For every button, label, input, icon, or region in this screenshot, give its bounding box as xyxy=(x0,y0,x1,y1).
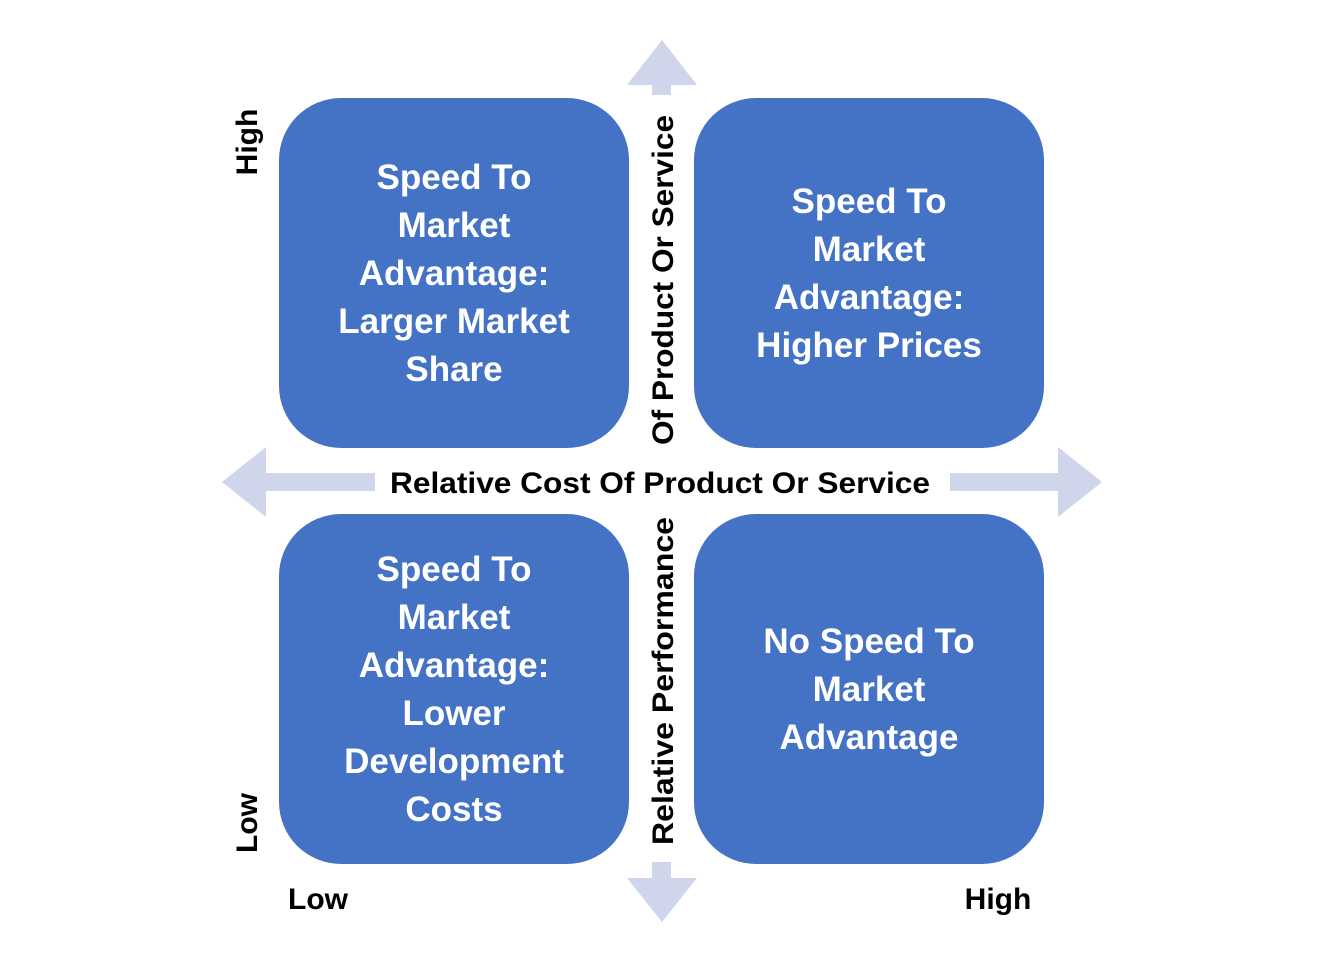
y-axis-low: Low xyxy=(231,792,264,853)
quadrant-text-line: Speed To xyxy=(377,158,532,197)
x-axis-label: Relative Cost Of Product Or Service xyxy=(390,467,930,500)
quadrant-top-right xyxy=(694,98,1044,448)
quadrant-text-line: Costs xyxy=(405,790,502,829)
quadrant-text-line: Advantage xyxy=(780,718,959,757)
quadrant-text-line: Development xyxy=(344,742,564,781)
quadrant-top-left xyxy=(279,98,629,448)
quadrant-text-line: Market xyxy=(813,670,926,709)
quadrant-bottom-right-text: No Speed To Market Advantage xyxy=(763,622,974,757)
quadrant-text-line: Advantage: xyxy=(359,646,550,685)
quadrant-bottom-left xyxy=(279,514,629,864)
quadrant-text-line: Market xyxy=(398,206,511,245)
arrow-down xyxy=(627,862,697,922)
quadrant-text-line: Market xyxy=(813,230,926,269)
quadrant-text-line: Speed To xyxy=(792,182,947,221)
y-axis-high: High xyxy=(231,109,264,176)
x-axis-high: High xyxy=(965,883,1032,916)
quadrant-text-line: Speed To xyxy=(377,550,532,589)
quadrant-text-line: Advantage: xyxy=(359,254,550,293)
quadrant-text-line: Market xyxy=(398,598,511,637)
quadrant-bottom-left-text: Speed To Market Advantage: Lower Development… xyxy=(344,550,564,829)
quadrant-top-right-text: Speed To Market Advantage: Higher Prices xyxy=(756,182,982,365)
quadrant-text-line: Share xyxy=(405,350,502,389)
quadrant-text-line: Larger Market xyxy=(338,302,570,341)
quadrant-text-line: Lower xyxy=(402,694,505,733)
quadrant-bottom-right xyxy=(694,514,1044,864)
arrow-right xyxy=(950,447,1102,517)
y-axis-label-top: Of Product Or Service xyxy=(647,115,680,445)
quadrant-text-line: No Speed To xyxy=(763,622,974,661)
quadrant-text-line: Higher Prices xyxy=(756,326,982,365)
quadrant-text-line: Advantage: xyxy=(774,278,965,317)
quadrant-top-left-text: Speed To Market Advantage: Larger Market Sha… xyxy=(338,158,570,389)
x-axis-low: Low xyxy=(288,883,349,916)
y-axis-label-bottom: Relative Performance xyxy=(647,517,680,845)
arrow-up xyxy=(627,40,697,95)
arrow-left xyxy=(222,447,375,517)
